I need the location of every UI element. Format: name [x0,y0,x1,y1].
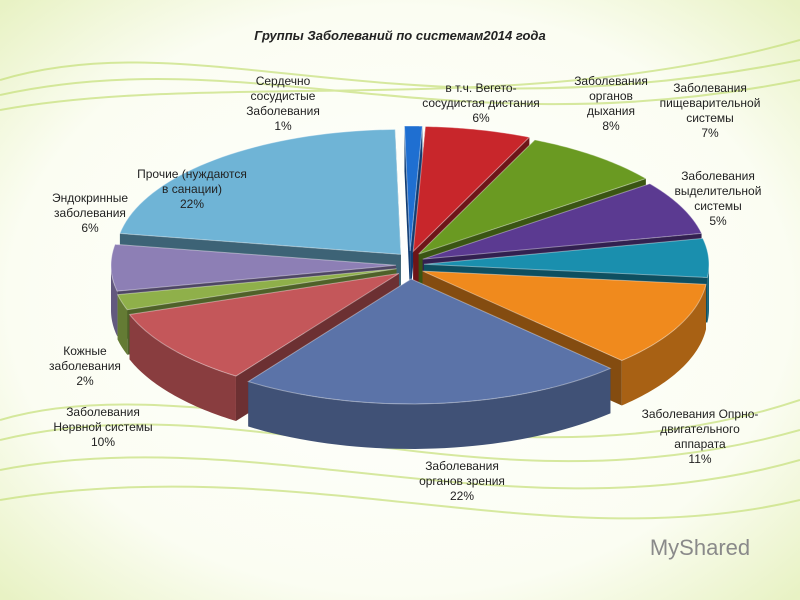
slice-label: Заболевания пищеварительной системы [660,81,761,125]
slice [422,270,707,362]
slice-value-label: 7% [701,126,719,140]
slice [423,237,710,278]
slice-wall [129,314,236,422]
slice-value-label: 2% [76,374,94,388]
slice [422,183,703,260]
slice-label: Кожные заболевания [49,344,121,373]
slice-value-label: 6% [81,221,99,235]
slice-side [404,126,411,297]
slice [119,128,402,255]
slice [418,139,648,255]
slice-label: Заболевания органов дыхания [574,74,648,118]
slice-label: Заболевания Опрно-двигательного аппарата [642,407,759,451]
slice-wall [248,368,611,449]
slice [116,268,397,311]
slice-label: Заболевания органов зрения [419,459,505,488]
slice [403,125,423,252]
chart-title: Группы Заболеваний по системам2014 года [254,28,545,43]
slice-value-label: 8% [602,119,620,133]
watermark: MyShared [650,535,750,560]
slice [110,243,397,292]
decor-waves [0,39,800,520]
slice [128,272,400,377]
slice-label: Заболевания Нервной системы [53,405,152,434]
slice-wall [111,265,118,337]
slice-value-label: 10% [91,435,115,449]
slice-value-label: 11% [688,452,711,466]
slice-label: Заболевания выделительной системы [675,169,762,213]
slice-label: Эндокринные заболевания [52,191,128,220]
slice-value-label: 22% [180,197,204,211]
slice-value-label: 6% [472,111,490,125]
slice-wall [117,294,128,355]
slice-wall [621,284,707,406]
slice-label: Прочие (нуждаются в санации) [137,167,247,196]
slice-label: Сердечно сосудистые Заболевания [246,74,320,118]
slice-label: в т.ч. Вегето-сосудистая дистания [422,81,540,110]
slice-value-label: 22% [450,489,474,503]
pie [110,125,710,449]
slice-wall [707,264,709,323]
slice-value-label: 5% [709,214,727,228]
slice [247,278,612,405]
slice [412,125,531,253]
slice-value-label: 1% [274,119,292,133]
